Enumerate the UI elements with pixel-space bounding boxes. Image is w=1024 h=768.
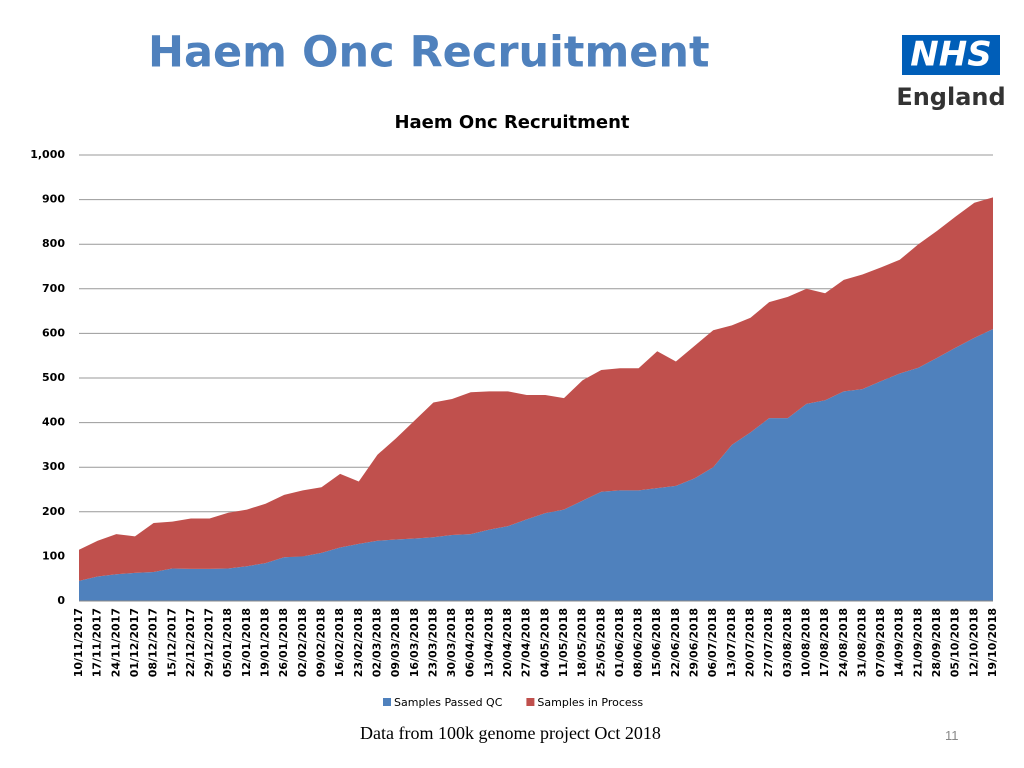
x-tick-label: 27/07/2018 [762,608,775,677]
x-tick-label: 15/12/2017 [165,608,178,677]
chart-title: Haem Onc Recruitment [394,112,629,133]
x-tick-label: 31/08/2018 [855,608,868,677]
x-tick-label: 26/01/2018 [277,608,290,677]
y-tick-label: 0 [57,594,65,607]
x-tick-label: 09/02/2018 [314,608,327,677]
x-tick-label: 15/06/2018 [650,608,663,677]
x-tick-label: 20/04/2018 [501,608,514,677]
area [79,328,993,601]
x-tick-label: 24/11/2017 [109,608,122,677]
x-tick-label: 11/05/2018 [557,608,570,677]
x-tick-label: 08/12/2017 [147,608,160,677]
x-tick-label: 30/03/2018 [445,608,458,677]
x-tick-label: 23/02/2018 [352,608,365,677]
x-tick-label: 13/07/2018 [725,608,738,677]
x-tick-label: 06/07/2018 [706,608,719,677]
legend-label: Samples in Process [537,696,643,709]
x-tick-label: 02/02/2018 [296,608,309,677]
x-tick-label: 23/03/2018 [426,608,439,677]
y-tick-label: 900 [42,193,65,206]
x-tick-label: 29/12/2017 [203,608,216,677]
x-tick-label: 17/11/2017 [91,608,104,677]
x-tick-label: 25/05/2018 [594,608,607,677]
x-tick-label: 22/12/2017 [184,608,197,677]
logo-box [902,35,1000,75]
y-tick-label: 700 [42,282,65,295]
logo-mark: NHS [910,35,991,75]
x-tick-label: 02/03/2018 [370,608,383,677]
x-tick-label: 13/04/2018 [482,608,495,677]
x-tick-label: 17/08/2018 [818,608,831,677]
x-tick-label: 18/05/2018 [576,608,589,677]
slide-title: Haem Onc Recruitment [148,28,710,78]
x-tick-label: 12/10/2018 [967,608,980,677]
footer-note: Data from 100k genome project Oct 2018 [360,723,661,743]
page-number: 11 [945,728,959,743]
y-tick-label: 300 [42,460,65,473]
x-tick-label: 22/06/2018 [669,608,682,677]
area [79,197,993,581]
x-tick-label: 10/08/2018 [799,608,812,677]
x-tick-label: 28/09/2018 [930,608,943,677]
x-tick-label: 01/12/2017 [128,608,141,677]
x-tick-label: 01/06/2018 [613,608,626,677]
x-tick-label: 10/11/2017 [72,608,85,677]
y-tick-label: 800 [42,237,65,250]
x-tick-label: 09/03/2018 [389,608,402,677]
x-tick-label: 16/02/2018 [333,608,346,677]
x-tick-label: 20/07/2018 [744,608,757,677]
y-tick-label: 1,000 [30,148,65,161]
logo-name: England [896,83,1005,111]
x-tick-label: 27/04/2018 [520,608,533,677]
y-tick-label: 200 [42,505,65,518]
x-tick-label: 04/05/2018 [538,608,551,677]
x-tick-label: 07/09/2018 [874,608,887,677]
x-tick-label: 24/08/2018 [837,608,850,677]
x-tick-label: 19/10/2018 [986,608,999,677]
legend-label: Samples Passed QC [394,696,503,709]
y-tick-label: 600 [42,326,65,339]
x-tick-label: 08/06/2018 [632,608,645,677]
x-tick-label: 05/01/2018 [221,608,234,677]
x-tick-label: 14/09/2018 [893,608,906,677]
x-tick-label: 06/04/2018 [464,608,477,677]
y-tick-label: 500 [42,371,65,384]
legend-swatch [383,698,391,706]
y-tick-label: 400 [42,416,65,429]
x-tick-label: 12/01/2018 [240,608,253,677]
x-tick-label: 19/01/2018 [259,608,272,677]
x-tick-label: 29/06/2018 [688,608,701,677]
y-tick-label: 100 [42,549,65,562]
x-tick-label: 05/10/2018 [949,608,962,677]
x-tick-label: 16/03/2018 [408,608,421,677]
legend-swatch [526,698,535,706]
x-tick-label: 21/09/2018 [911,608,924,677]
x-tick-label: 03/08/2018 [781,608,794,677]
